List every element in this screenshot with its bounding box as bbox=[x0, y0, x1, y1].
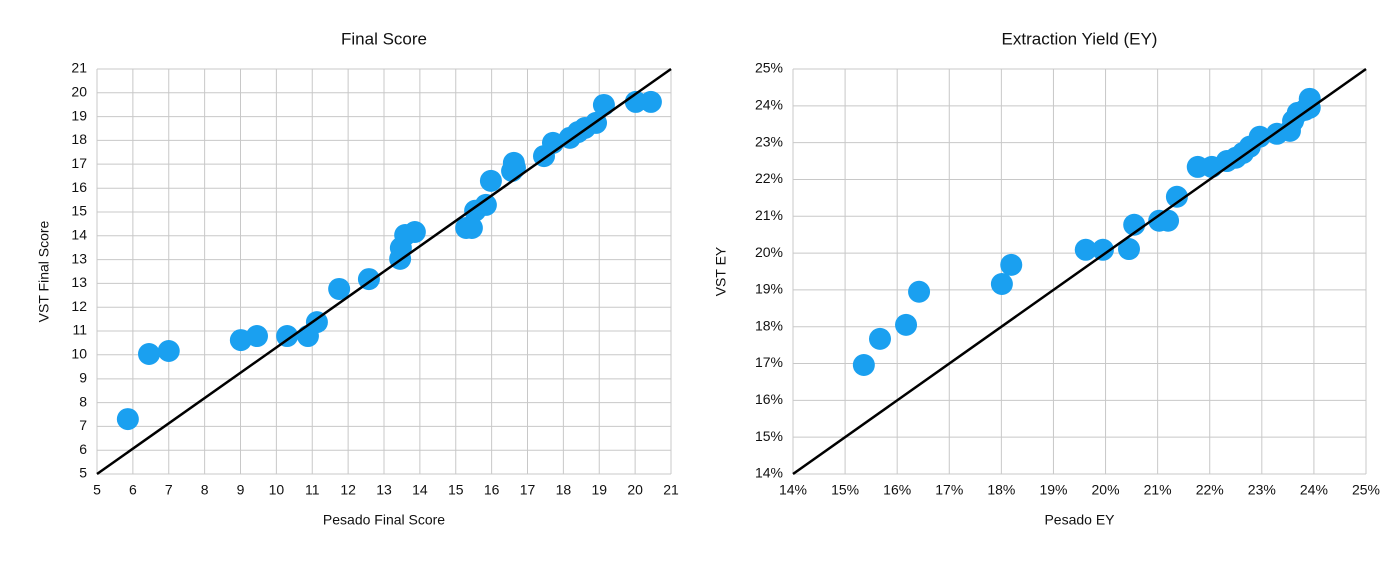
y-tick-label: 20% bbox=[755, 244, 783, 260]
x-tick-label: 11 bbox=[305, 482, 320, 498]
point bbox=[246, 325, 269, 348]
y-tick-label: 18 bbox=[71, 131, 87, 147]
y-tick-label: 10 bbox=[71, 345, 87, 361]
point bbox=[403, 221, 426, 244]
y-tick-label: 11 bbox=[72, 322, 87, 338]
x-tick-label: 16% bbox=[883, 482, 911, 498]
x-tick-label: 18% bbox=[987, 482, 1015, 498]
x-tick-label: 23% bbox=[1248, 482, 1276, 498]
point bbox=[1157, 209, 1180, 232]
reference-line bbox=[96, 67, 672, 476]
point bbox=[852, 354, 875, 377]
x-tick-label: 10 bbox=[269, 482, 285, 498]
y-tick-label: 17% bbox=[755, 354, 783, 370]
x-tick-label: 12 bbox=[340, 482, 356, 498]
point bbox=[868, 327, 891, 350]
y-tick-label: 12 bbox=[71, 298, 87, 314]
point bbox=[328, 277, 351, 300]
x-tick-label: 15 bbox=[448, 482, 464, 498]
y-tick-label: 18% bbox=[755, 317, 783, 333]
y-tick-label: 15% bbox=[755, 428, 783, 444]
x-tick-label: 20% bbox=[1092, 482, 1120, 498]
y-tick-label: 16 bbox=[71, 179, 87, 195]
y-tick-label: 14 bbox=[71, 227, 87, 243]
y-tick-label: 19% bbox=[755, 281, 783, 297]
x-tick-label: 15% bbox=[831, 482, 859, 498]
y-tick-label: 7 bbox=[79, 417, 87, 433]
x-tick-label: 18 bbox=[556, 482, 572, 498]
y-tick-label: 23% bbox=[755, 133, 783, 149]
y-tick-label: 5 bbox=[79, 465, 87, 481]
y-tick-label: 9 bbox=[79, 370, 87, 386]
point bbox=[460, 216, 483, 239]
x-tick-label: 24% bbox=[1300, 482, 1328, 498]
y-tick-label: 14% bbox=[755, 465, 783, 481]
point bbox=[895, 313, 918, 336]
point bbox=[1165, 185, 1188, 208]
x-tick-label: 21% bbox=[1144, 482, 1172, 498]
y-tick-label: 17 bbox=[71, 155, 87, 171]
x-tick-label: 20 bbox=[627, 482, 643, 498]
point bbox=[592, 93, 615, 116]
y-tick-label: 8 bbox=[79, 393, 87, 409]
x-tick-label: 9 bbox=[237, 482, 245, 498]
x-tick-label: 7 bbox=[165, 482, 173, 498]
y-tick-label: 24% bbox=[755, 97, 783, 113]
point bbox=[157, 339, 180, 362]
chart-title: Extraction Yield (EY) bbox=[1002, 29, 1158, 48]
x-tick-label: 17% bbox=[935, 482, 963, 498]
point bbox=[1091, 238, 1114, 261]
point bbox=[479, 169, 502, 192]
point bbox=[276, 325, 299, 348]
point bbox=[1248, 125, 1271, 148]
x-axis-label: Pesado Final Score bbox=[323, 512, 445, 528]
x-tick-label: 13 bbox=[376, 482, 392, 498]
x-tick-label: 19 bbox=[591, 482, 607, 498]
point bbox=[1074, 238, 1097, 261]
y-tick-label: 21% bbox=[755, 207, 783, 223]
y-tick-label: 25% bbox=[755, 60, 783, 76]
point bbox=[1117, 238, 1140, 261]
y-axis-label: VST Final Score bbox=[36, 220, 52, 322]
y-axis-label: VST EY bbox=[713, 246, 729, 296]
y-tick-label: 20 bbox=[71, 83, 87, 99]
x-tick-label: 8 bbox=[201, 482, 209, 498]
point bbox=[908, 280, 931, 303]
x-tick-label: 14% bbox=[779, 482, 807, 498]
point bbox=[474, 193, 497, 216]
y-tick-label: 21 bbox=[71, 60, 87, 76]
x-tick-label: 19% bbox=[1039, 482, 1067, 498]
x-axis-label: Pesado EY bbox=[1044, 512, 1115, 528]
point bbox=[138, 343, 161, 366]
y-tick-label: 22% bbox=[755, 170, 783, 186]
point bbox=[1000, 253, 1023, 276]
y-tick-label: 15 bbox=[71, 203, 87, 219]
x-tick-label: 5 bbox=[93, 482, 101, 498]
point bbox=[990, 273, 1013, 296]
point bbox=[116, 408, 139, 431]
x-tick-label: 6 bbox=[129, 482, 137, 498]
y-tick-label: 6 bbox=[79, 441, 87, 457]
point bbox=[503, 156, 526, 179]
x-tick-label: 17 bbox=[520, 482, 536, 498]
y-tick-label: 19 bbox=[71, 107, 87, 123]
chart-title: Final Score bbox=[341, 29, 427, 48]
x-tick-label: 16 bbox=[484, 482, 500, 498]
x-tick-label: 25% bbox=[1352, 482, 1380, 498]
x-tick-label: 22% bbox=[1196, 482, 1224, 498]
reference-line bbox=[792, 67, 1367, 476]
point bbox=[639, 90, 662, 113]
point bbox=[1298, 87, 1321, 110]
y-tick-label: 16% bbox=[755, 391, 783, 407]
x-tick-label: 14 bbox=[412, 482, 428, 498]
chart: Final Score Pesado Final Score VST Final S… bbox=[36, 29, 679, 527]
x-tick-label: 21 bbox=[663, 482, 679, 498]
point bbox=[305, 311, 328, 334]
y-tick-label: 13 bbox=[71, 250, 87, 266]
y-tick-label: 13 bbox=[71, 274, 87, 290]
